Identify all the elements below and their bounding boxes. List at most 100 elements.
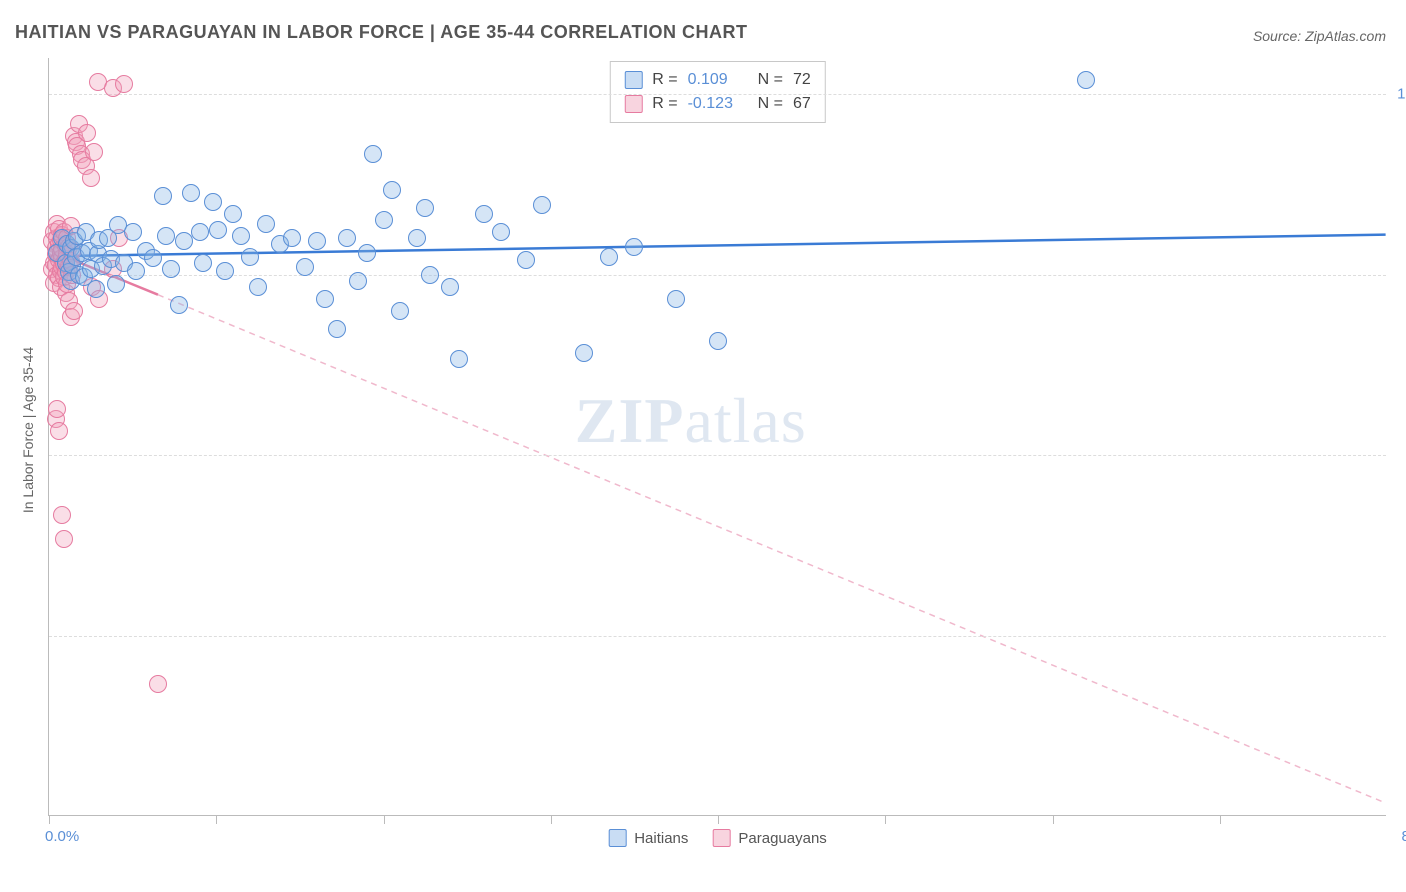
legend-swatch-icon <box>712 829 730 847</box>
data-point <box>296 258 314 276</box>
chart-title: HAITIAN VS PARAGUAYAN IN LABOR FORCE | A… <box>15 22 747 43</box>
data-point <box>1077 71 1095 89</box>
data-point <box>441 278 459 296</box>
data-point <box>87 280 105 298</box>
plot-area: ZIPatlas R =0.109N =72R =-0.123N =67 0.0… <box>48 58 1386 816</box>
data-point <box>328 320 346 338</box>
legend-swatch-icon <box>624 71 642 89</box>
data-point <box>249 278 267 296</box>
y-axis-label: In Labor Force | Age 35-44 <box>20 347 36 513</box>
data-point <box>358 244 376 262</box>
legend-n-value: 67 <box>793 92 811 116</box>
data-point <box>533 196 551 214</box>
data-point <box>383 181 401 199</box>
data-point <box>517 251 535 269</box>
legend-swatch-icon <box>624 95 642 113</box>
source-label: Source: ZipAtlas.com <box>1253 28 1386 44</box>
data-point <box>194 254 212 272</box>
data-point <box>182 184 200 202</box>
data-point <box>162 260 180 278</box>
data-point <box>667 290 685 308</box>
data-point <box>257 215 275 233</box>
data-point <box>408 229 426 247</box>
data-point <box>308 232 326 250</box>
data-point <box>48 400 66 418</box>
trendline <box>158 295 1386 803</box>
data-point <box>50 422 68 440</box>
data-point <box>224 205 242 223</box>
gridline-horizontal <box>49 455 1386 456</box>
watermark: ZIPatlas <box>575 384 807 458</box>
data-point <box>575 344 593 362</box>
legend-item: Paraguayans <box>712 829 826 847</box>
legend-n-label: N = <box>758 68 783 92</box>
legend-swatch-icon <box>608 829 626 847</box>
gridline-horizontal <box>49 94 1386 95</box>
x-tick <box>216 816 217 824</box>
legend-n-value: 72 <box>793 68 811 92</box>
data-point <box>475 205 493 223</box>
data-point <box>625 238 643 256</box>
gridline-horizontal <box>49 275 1386 276</box>
trendlines-svg <box>49 58 1386 815</box>
x-tick <box>551 816 552 824</box>
legend-item-label: Paraguayans <box>738 830 826 847</box>
data-point <box>55 530 73 548</box>
legend-r-value: -0.123 <box>688 92 748 116</box>
data-point <box>375 211 393 229</box>
legend-r-value: 0.109 <box>688 68 748 92</box>
data-point <box>82 169 100 187</box>
x-tick-max: 80.0% <box>1401 828 1406 845</box>
data-point <box>204 193 222 211</box>
x-tick-min: 0.0% <box>45 828 79 845</box>
x-tick <box>49 816 50 824</box>
data-point <box>157 227 175 245</box>
legend-series: Haitians Paraguayans <box>608 829 827 847</box>
data-point <box>450 350 468 368</box>
legend-item: Haitians <box>608 829 688 847</box>
x-tick <box>885 816 886 824</box>
data-point <box>232 227 250 245</box>
legend-row: R = -0.123 N = 67 <box>624 92 810 116</box>
data-point <box>391 302 409 320</box>
data-point <box>709 332 727 350</box>
data-point <box>416 199 434 217</box>
data-point <box>107 275 125 293</box>
data-point <box>127 262 145 280</box>
y-tick-label: 100.0% <box>1397 86 1406 103</box>
data-point <box>241 248 259 266</box>
data-point <box>85 143 103 161</box>
data-point <box>65 302 83 320</box>
legend-r-label: R = <box>652 92 677 116</box>
x-tick <box>1220 816 1221 824</box>
legend-row: R = 0.109 N = 72 <box>624 68 810 92</box>
x-tick <box>1053 816 1054 824</box>
legend-correlation: R = 0.109 N = 72 R = -0.123 N = 67 <box>609 61 825 123</box>
data-point <box>338 229 356 247</box>
data-point <box>154 187 172 205</box>
data-point <box>492 223 510 241</box>
legend-r-label: R = <box>652 68 677 92</box>
legend-n-label: N = <box>758 92 783 116</box>
x-tick <box>384 816 385 824</box>
data-point <box>53 506 71 524</box>
data-point <box>364 145 382 163</box>
data-point <box>78 124 96 142</box>
data-point <box>144 249 162 267</box>
data-point <box>283 229 301 247</box>
data-point <box>170 296 188 314</box>
data-point <box>115 75 133 93</box>
watermark-light: atlas <box>684 385 806 456</box>
x-tick <box>718 816 719 824</box>
data-point <box>124 223 142 241</box>
gridline-horizontal <box>49 636 1386 637</box>
data-point <box>600 248 618 266</box>
watermark-bold: ZIP <box>575 385 685 456</box>
data-point <box>191 223 209 241</box>
data-point <box>209 221 227 239</box>
data-point <box>316 290 334 308</box>
legend-item-label: Haitians <box>634 830 688 847</box>
data-point <box>149 675 167 693</box>
data-point <box>216 262 234 280</box>
data-point <box>349 272 367 290</box>
